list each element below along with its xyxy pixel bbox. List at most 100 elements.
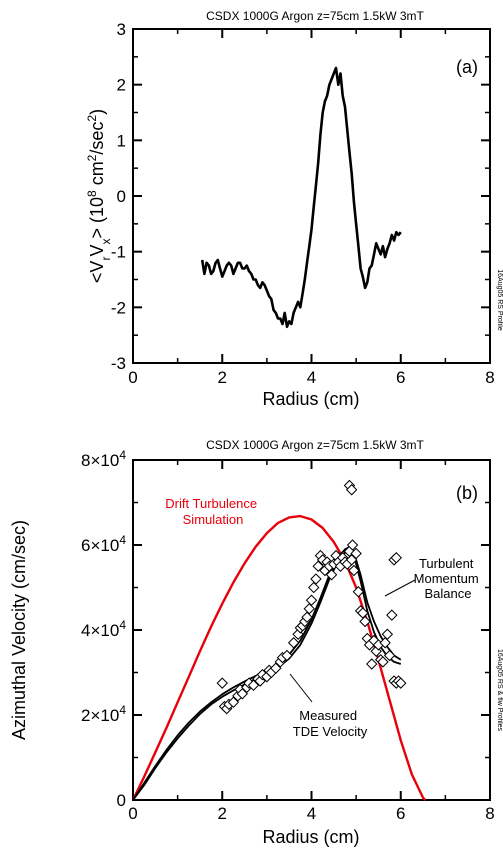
panel-a-x-tick-label: 2: [218, 368, 227, 387]
annotation-measured-tde-line-2: TDE Velocity: [293, 724, 368, 739]
panel-b-data-point: [379, 637, 391, 649]
annotation-turbulent-momentum-line-2: Momentum: [414, 571, 479, 586]
panel-b-label: (b): [456, 483, 478, 503]
panel-a-x-tick-label: 4: [307, 368, 316, 387]
panel-a-x-tick-labels: 0 2 4 6 8: [128, 368, 494, 387]
annotation-measured-tde: Measured TDE Velocity: [293, 708, 368, 739]
panel-a-y-tick-label: -2: [111, 298, 126, 317]
panel-b-side-note: 16Aug05 RS & flw Profiles: [496, 649, 503, 732]
panel-b-data-point: [352, 586, 365, 598]
annotation-turbulent-momentum: Turbulent Momentum Balance: [414, 556, 483, 601]
panel-b-data-point: [301, 611, 313, 623]
panel-b-y-tick-mantissa: 2×10: [81, 706, 119, 725]
panel-b-x-tick-label: 8: [485, 804, 494, 823]
panel-b-y-tick-exponent: 4: [119, 618, 126, 632]
panel-a-plot-frame: [132, 28, 491, 364]
panel-b-data-point: [281, 649, 293, 662]
panel-a-y-tick-labels: -3 -2 -1 0 1 2 3: [111, 20, 126, 373]
panel-a-y-tick-label: -3: [111, 354, 126, 373]
panel-b-data-point: [395, 677, 407, 689]
panel-b-data-point: [366, 658, 378, 670]
panel-a-x-tick-label: 0: [128, 368, 137, 387]
annotation-measured-tde-line-1: Measured: [299, 708, 357, 723]
annotation-turbulent-momentum-pointer: [384, 579, 416, 597]
panel-b-y-tick-label: 2×104: [81, 703, 126, 725]
annotation-drift-turbulence: Drift Turbulence Simulation: [165, 496, 260, 527]
panel-b-simulation-curve: [131, 514, 427, 801]
panel-b-data-point: [348, 564, 360, 577]
panel-b-data-point: [386, 609, 398, 621]
panel-b-measured-points: [216, 479, 407, 715]
panel-b-data-point: [357, 607, 369, 619]
panel-a-y-tick-label: 0: [117, 187, 126, 206]
panel-b-data-point: [345, 554, 358, 566]
panel-a-x-axis-label: Radius (cm): [262, 389, 359, 409]
panel-b-data-point: [216, 677, 228, 689]
panel-a-ticks: [132, 28, 491, 364]
annotation-drift-turbulence-line-1: Drift Turbulence: [165, 496, 257, 511]
panel-b-y-tick-mantissa: 8×10: [81, 451, 119, 470]
panel-b-x-tick-label: 2: [218, 804, 227, 823]
panel-b-title: CSDX 1000G Argon z=75cm 1.5kW 3mT: [206, 438, 424, 452]
panel-b-momentum-balance-curve: [132, 546, 402, 801]
annotation-measured-tde-pointer: [289, 673, 313, 703]
panel-a-label: (a): [456, 57, 478, 77]
panel-b-y-tick-exponent: 4: [119, 448, 126, 462]
annotation-turbulent-momentum-line-1: Turbulent: [419, 556, 474, 571]
panel-b-data-point: [287, 637, 300, 649]
panel-b-y-tick-label: 4×104: [81, 618, 126, 640]
panel-b-momentum-balance-curve-2: [132, 549, 402, 801]
panel-b-data-point: [303, 603, 315, 615]
panel-b-y-tick-mantissa: 6×10: [81, 536, 119, 555]
panel-a-x-tick-label: 6: [396, 368, 405, 387]
panel-b-data-point: [381, 628, 394, 640]
panel-b-chart: CSDX 1000G Argon z=75cm 1.5kW 3mT 02×104…: [9, 438, 503, 847]
panel-a-series-line: [200, 66, 402, 329]
panel-b-y-tick-mantissa: 4×10: [81, 621, 119, 640]
panel-a-chart: CSDX 1000G Argon z=75cm 1.5kW 3mT -3 -2 -1…: [85, 9, 503, 409]
annotation-turbulent-momentum-line-3: Balance: [425, 586, 472, 601]
panel-b-data-point: [325, 569, 338, 581]
panel-b-y-axis-label: Azimuthal Velocity (cm/sec): [9, 520, 29, 740]
panel-b-data-point: [346, 539, 359, 551]
annotation-drift-turbulence-line-2: Simulation: [183, 512, 244, 527]
panel-b-y-tick-label: 8×104: [81, 448, 126, 470]
panel-b-data-point: [345, 484, 358, 496]
panel-a-y-axis-label: <VrVx> (108 cm2/sec2): [85, 109, 113, 283]
panel-a-y-tick-label: 1: [117, 131, 126, 150]
panel-b-data-point: [308, 581, 320, 594]
panel-b-data-point: [310, 573, 322, 585]
panel-b-data-point: [227, 696, 240, 708]
panel-b-plot-frame: [132, 459, 491, 801]
panel-b-y-tick-exponent: 4: [119, 703, 126, 717]
panel-b-data-point: [312, 560, 324, 572]
panel-b-ticks: [132, 459, 491, 801]
panel-b-y-tick-exponent: 4: [119, 533, 126, 547]
panel-b-data-point: [247, 679, 260, 691]
panel-b-y-tick-label: 0: [117, 791, 126, 810]
panel-b-x-tick-labels: 0 2 4 6 8: [128, 804, 494, 823]
panel-b-data-point: [350, 547, 362, 560]
panel-a-y-tick-label: 2: [117, 76, 126, 95]
panel-b-data-point: [377, 656, 389, 668]
panel-b-data-point: [383, 649, 396, 662]
panel-b-x-tick-label: 6: [396, 804, 405, 823]
panel-b-x-axis-label: Radius (cm): [262, 827, 359, 847]
panel-b-series-lines: [131, 514, 427, 801]
panel-a-side-note: 16Aug05 RS Profile: [496, 269, 503, 331]
panel-b-data-point: [270, 662, 282, 674]
panel-b-data-point: [236, 688, 249, 700]
panel-a-y-tick-label: 3: [117, 20, 126, 39]
panel-b-data-point: [305, 594, 318, 606]
panel-b-data-point: [359, 615, 371, 628]
panel-b-x-tick-label: 0: [128, 804, 137, 823]
panel-a-title: CSDX 1000G Argon z=75cm 1.5kW 3mT: [206, 9, 424, 23]
panel-a-x-tick-label: 8: [485, 368, 494, 387]
panel-b-y-tick-mantissa: 0: [117, 791, 126, 810]
panel-b-y-tick-label: 6×104: [81, 533, 126, 555]
panel-b-x-tick-label: 4: [307, 804, 316, 823]
panel-b-data-point: [390, 552, 402, 564]
panel-a-y-tick-label: -1: [111, 243, 126, 262]
